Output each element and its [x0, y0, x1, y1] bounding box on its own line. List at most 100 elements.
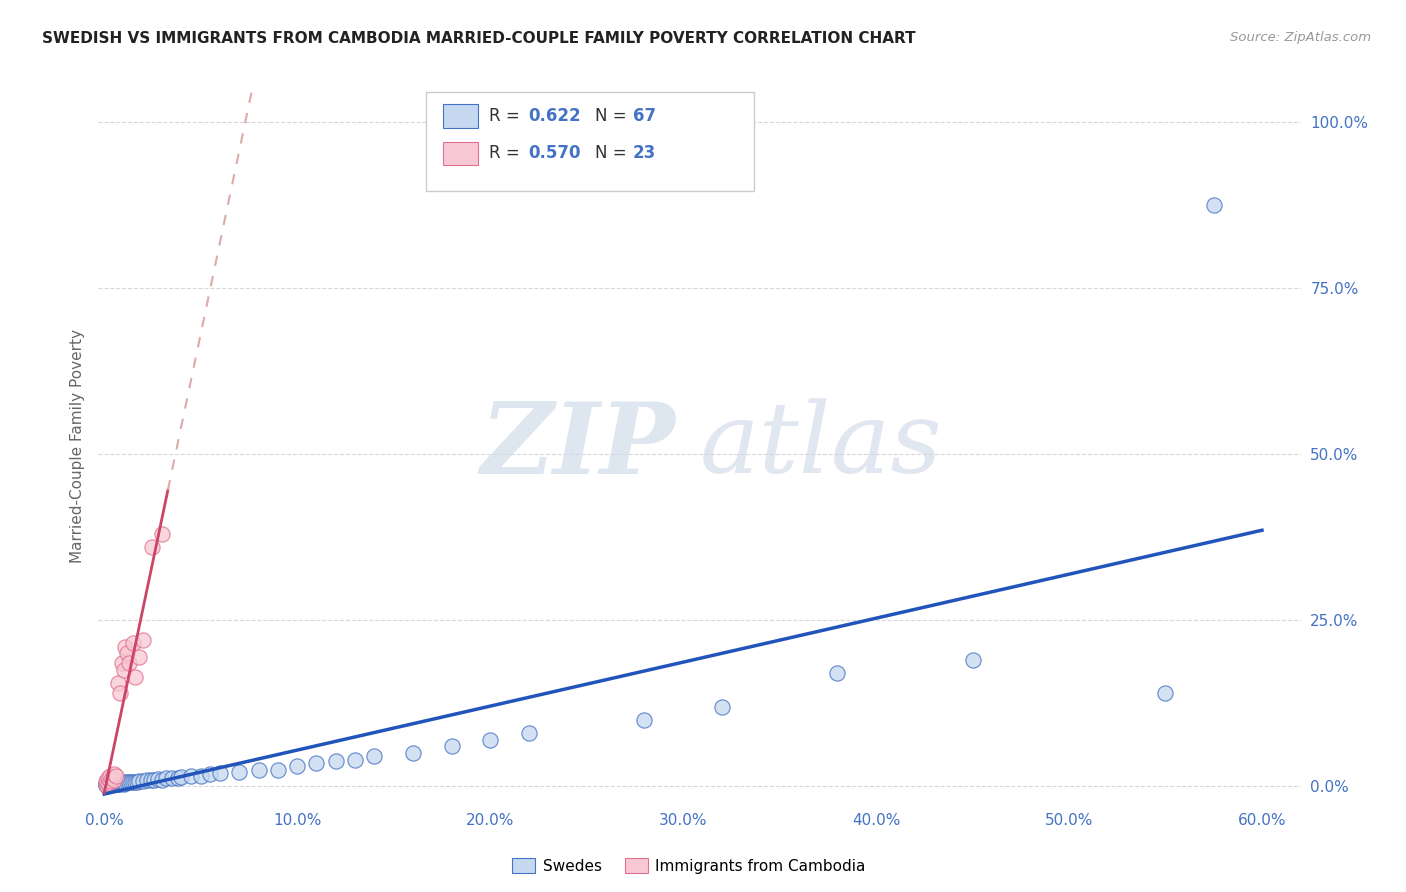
Point	[108, 686, 131, 700]
Point	[101, 776, 124, 790]
Point	[98, 776, 121, 790]
Point	[94, 773, 117, 788]
Point	[98, 773, 121, 788]
Point	[479, 732, 502, 747]
Point	[155, 771, 177, 785]
Point	[150, 527, 173, 541]
Point	[122, 775, 145, 789]
Text: N =: N =	[595, 145, 631, 162]
Point	[97, 776, 120, 790]
Point	[190, 768, 212, 782]
Point	[120, 774, 142, 789]
Point	[170, 770, 193, 784]
Point	[103, 767, 125, 781]
Point	[285, 759, 308, 773]
Point	[125, 774, 148, 789]
Point	[118, 657, 141, 671]
Point	[97, 777, 120, 791]
Point	[94, 778, 117, 792]
Point	[827, 666, 849, 681]
Point	[103, 776, 125, 790]
Text: Source: ZipAtlas.com: Source: ZipAtlas.com	[1230, 31, 1371, 45]
Point	[148, 772, 170, 786]
Point	[98, 778, 121, 792]
Point	[124, 774, 146, 789]
Point	[132, 773, 155, 788]
Point	[110, 776, 132, 790]
Point	[110, 657, 132, 671]
Point	[101, 771, 124, 785]
Text: ZIP: ZIP	[481, 398, 675, 494]
Point	[108, 775, 131, 789]
Point	[117, 775, 139, 789]
Text: R =: R =	[489, 145, 526, 162]
Text: atlas: atlas	[700, 399, 942, 493]
Text: 67: 67	[633, 107, 655, 125]
Point	[1202, 198, 1225, 212]
Point	[103, 777, 125, 791]
Point	[128, 773, 150, 788]
Point	[325, 754, 347, 768]
Point	[112, 663, 135, 677]
Point	[180, 769, 202, 783]
Point	[141, 540, 163, 554]
Point	[118, 775, 141, 789]
Point	[228, 764, 250, 779]
Legend: Swedes, Immigrants from Cambodia: Swedes, Immigrants from Cambodia	[506, 852, 872, 880]
Text: 0.570: 0.570	[529, 145, 581, 162]
Point	[143, 772, 166, 787]
Point	[363, 749, 385, 764]
Point	[267, 763, 290, 777]
Point	[104, 769, 127, 783]
Point	[117, 647, 139, 661]
Text: 0.622: 0.622	[529, 107, 581, 125]
Point	[101, 776, 124, 790]
Text: R =: R =	[489, 107, 526, 125]
Point	[402, 746, 425, 760]
Point	[150, 772, 173, 787]
Point	[94, 778, 117, 792]
Point	[104, 776, 127, 790]
Point	[208, 766, 231, 780]
Point	[97, 776, 120, 790]
Point	[247, 763, 270, 777]
Point	[132, 633, 155, 648]
Point	[139, 772, 162, 787]
Point	[97, 771, 120, 785]
Point	[103, 772, 125, 787]
Point	[1154, 686, 1177, 700]
Point	[98, 777, 121, 791]
Text: 23: 23	[633, 145, 657, 162]
Point	[103, 776, 125, 790]
Point	[166, 771, 188, 785]
Point	[98, 769, 121, 783]
Point	[633, 713, 655, 727]
Point	[112, 776, 135, 790]
Point	[94, 776, 117, 790]
Point	[97, 778, 120, 792]
Point	[517, 726, 540, 740]
Point	[101, 777, 124, 791]
Point	[104, 776, 127, 790]
Point	[112, 775, 135, 789]
Point	[124, 670, 146, 684]
Point	[440, 739, 463, 754]
Point	[114, 776, 136, 790]
Point	[107, 776, 129, 790]
Point	[107, 776, 129, 790]
Point	[114, 640, 136, 654]
Point	[97, 776, 120, 790]
Text: SWEDISH VS IMMIGRANTS FROM CAMBODIA MARRIED-COUPLE FAMILY POVERTY CORRELATION CH: SWEDISH VS IMMIGRANTS FROM CAMBODIA MARR…	[42, 31, 915, 46]
Point	[710, 699, 733, 714]
Point	[135, 773, 157, 788]
Point	[107, 676, 129, 690]
Point	[108, 776, 131, 790]
Point	[128, 649, 150, 664]
Point	[94, 777, 117, 791]
Point	[305, 756, 328, 770]
Text: N =: N =	[595, 107, 631, 125]
Point	[160, 771, 183, 785]
Y-axis label: Married-Couple Family Poverty: Married-Couple Family Poverty	[69, 329, 84, 563]
Point	[98, 776, 121, 790]
Point	[104, 777, 127, 791]
